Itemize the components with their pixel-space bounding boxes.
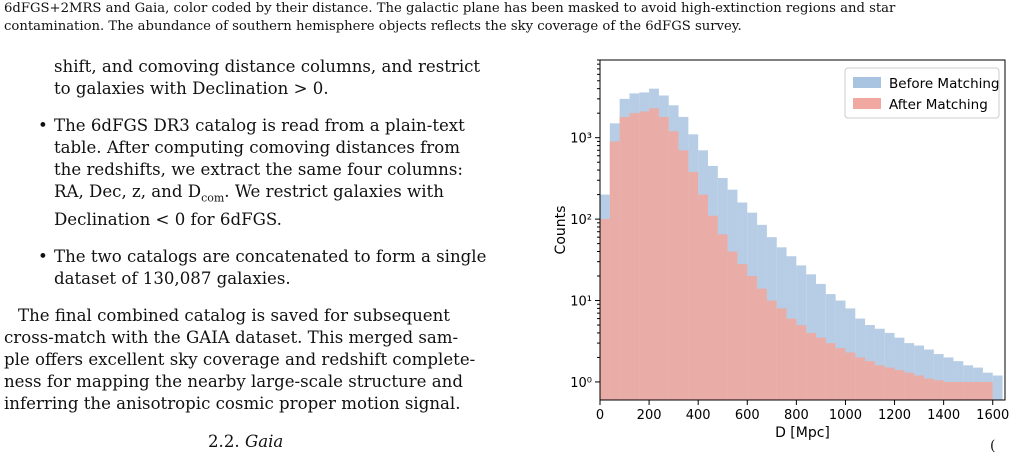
bar-after-9 bbox=[688, 171, 699, 400]
bar-after-8 bbox=[678, 150, 689, 400]
bar-after-2 bbox=[619, 116, 630, 401]
x-axis-label: D [Mpc] bbox=[775, 425, 830, 441]
legend-label-after: After Matching bbox=[889, 97, 988, 113]
bar-after-29 bbox=[884, 367, 895, 400]
bar-after-3 bbox=[629, 113, 640, 400]
bullet-glyph: • bbox=[38, 247, 48, 267]
bar-after-21 bbox=[806, 332, 816, 400]
bar-before-31 bbox=[904, 343, 915, 400]
bar-after-7 bbox=[668, 131, 679, 401]
bar-after-30 bbox=[894, 370, 905, 400]
x-axis-ticks: 0 200 400 600 800 1000 1200 1400 1600 bbox=[596, 400, 1009, 423]
x-tick-label: 800 bbox=[784, 408, 809, 423]
histogram-chart: 0 200 400 600 800 1000 1200 1400 1600 10⁰10¹10²1… bbox=[553, 59, 1009, 441]
caption-line-1: 6dFGS+2MRS and Gaia, color coded by thei… bbox=[4, 1, 896, 16]
bar-after-38 bbox=[973, 381, 983, 400]
bar-after-35 bbox=[943, 381, 954, 400]
bar-after-39 bbox=[982, 381, 993, 400]
x-tick-label: 200 bbox=[637, 408, 662, 423]
bullet-concatenate: • The two catalogs are concatenated to f… bbox=[38, 247, 487, 289]
bar-after-5 bbox=[649, 108, 659, 400]
bar-after-31 bbox=[904, 372, 915, 400]
x-tick-label: 0 bbox=[596, 408, 604, 423]
bar-after-20 bbox=[796, 325, 807, 400]
bar-before-29 bbox=[884, 332, 895, 400]
bar-before-35 bbox=[943, 357, 954, 400]
x-tick-label: 600 bbox=[735, 408, 760, 423]
y-tick-label: 10⁰ bbox=[570, 376, 592, 391]
x-tick-label: 400 bbox=[686, 408, 711, 423]
bar-after-25 bbox=[845, 352, 856, 400]
bar-after-10 bbox=[698, 194, 708, 400]
x-tick-label: 1400 bbox=[927, 408, 960, 423]
bar-after-0 bbox=[600, 219, 610, 400]
bar-after-14 bbox=[737, 264, 748, 400]
body-text: shift, and comoving distance columns, an… bbox=[4, 56, 524, 415]
legend-box bbox=[844, 67, 1000, 119]
y-tick-label: 10³ bbox=[570, 132, 592, 147]
paragraph-final-catalog: The final combined catalog is saved for … bbox=[4, 306, 476, 414]
legend-swatch-before bbox=[853, 77, 881, 88]
bar-before-28 bbox=[874, 328, 885, 400]
bar-after-11 bbox=[708, 215, 718, 400]
figure-caption: 6dFGS+2MRS and Gaia, color coded by thei… bbox=[4, 0, 1030, 36]
bar-after-24 bbox=[835, 348, 846, 400]
x-tick-label: 1000 bbox=[829, 408, 862, 423]
y-axis-label: Counts bbox=[553, 206, 569, 255]
bar-before-36 bbox=[953, 361, 964, 400]
bar-after-32 bbox=[914, 375, 924, 400]
legend-label-before: Before Matching bbox=[889, 76, 1000, 92]
bar-before-30 bbox=[894, 337, 905, 400]
bar-after-33 bbox=[924, 378, 934, 400]
bar-after-37 bbox=[963, 381, 974, 400]
y-tick-label: 10¹ bbox=[570, 295, 592, 310]
caption-line-2: contamination. The abundance of southern… bbox=[4, 19, 742, 34]
bar-after-19 bbox=[786, 318, 797, 400]
bar-after-1 bbox=[609, 141, 620, 401]
histogram-bars bbox=[600, 88, 1003, 401]
bar-before-34 bbox=[933, 354, 944, 400]
chart-legend: Before Matching After Matching bbox=[844, 67, 1000, 119]
x-tick-label: 1200 bbox=[878, 408, 911, 423]
bar-after-4 bbox=[639, 111, 650, 401]
legend-swatch-after bbox=[853, 98, 881, 109]
bar-after-22 bbox=[816, 337, 826, 400]
x-tick-label: 1600 bbox=[976, 408, 1009, 423]
bar-after-17 bbox=[766, 300, 777, 400]
bottom-fragment: ( bbox=[990, 438, 996, 454]
bar-after-23 bbox=[825, 343, 836, 400]
bar-after-6 bbox=[658, 116, 669, 401]
y-axis-ticks: 10⁰ 10¹ 10² 10³ bbox=[570, 59, 600, 391]
bar-after-26 bbox=[855, 357, 866, 400]
bar-after-16 bbox=[757, 288, 767, 400]
bar-after-13 bbox=[727, 251, 738, 400]
bar-after-34 bbox=[933, 380, 944, 400]
bullet-glyph: • bbox=[38, 116, 48, 135]
bar-after-15 bbox=[747, 276, 758, 400]
bar-after-12 bbox=[717, 234, 728, 400]
bar-before-33 bbox=[924, 349, 934, 400]
bar-after-36 bbox=[953, 381, 964, 400]
section-heading: 2.2. Gaia bbox=[208, 432, 284, 451]
bar-after-28 bbox=[874, 365, 885, 400]
y-tick-label: 10² bbox=[570, 213, 592, 228]
paragraph-continuation: shift, and comoving distance columns, an… bbox=[54, 57, 481, 98]
bar-after-27 bbox=[865, 361, 875, 400]
bar-before-32 bbox=[914, 345, 924, 400]
bar-after-18 bbox=[776, 308, 787, 400]
bar-before-40 bbox=[992, 375, 1003, 400]
bullet-6dfgs: • The 6dFGS DR3 catalog is read from a p… bbox=[38, 116, 465, 230]
plot-frame bbox=[599, 59, 1006, 401]
